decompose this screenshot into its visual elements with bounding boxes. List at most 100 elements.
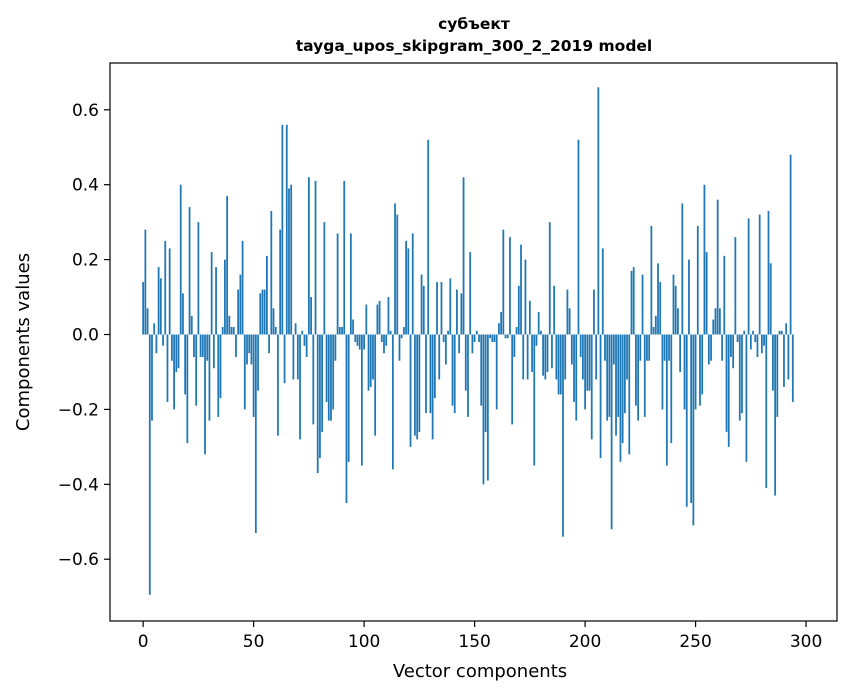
bar: [155, 334, 158, 354]
bar: [305, 334, 308, 357]
bar: [288, 188, 290, 335]
bar: [277, 334, 279, 436]
bar: [307, 177, 310, 335]
bar: [425, 334, 427, 414]
bar: [659, 282, 662, 335]
bar: [752, 330, 754, 335]
bar: [586, 334, 589, 391]
bar: [314, 180, 317, 335]
x-axis-ticks: 0 50 100 150 200 250 300: [138, 621, 822, 652]
bar: [414, 334, 416, 436]
bar: [604, 334, 606, 361]
bar: [517, 285, 520, 335]
bar: [193, 334, 195, 357]
bar: [352, 319, 354, 335]
bar: [683, 334, 686, 410]
bar: [263, 289, 266, 335]
bar: [597, 87, 600, 335]
bar: [449, 278, 452, 335]
bar: [358, 334, 361, 350]
bar: [144, 229, 147, 335]
bar: [261, 289, 264, 335]
bar: [727, 334, 730, 447]
bar: [389, 330, 392, 335]
bar: [643, 334, 646, 417]
bar: [696, 225, 699, 335]
bar: [159, 278, 162, 335]
bar: [736, 334, 739, 342]
bar: [394, 203, 396, 335]
bar: [701, 334, 704, 395]
bar: [354, 334, 357, 342]
bar: [365, 304, 368, 335]
bar: [758, 214, 761, 335]
bar: [241, 240, 244, 335]
bar: [646, 334, 648, 361]
bar: [246, 334, 248, 365]
bar: [712, 319, 715, 335]
bar: [294, 323, 297, 335]
bar: [153, 323, 156, 335]
bar: [429, 334, 432, 414]
bar: [407, 248, 410, 335]
bar: [628, 334, 631, 455]
bar: [212, 334, 215, 369]
plot-frame: [109, 62, 838, 622]
bar: [486, 334, 489, 481]
bar: [367, 334, 370, 391]
bar: [403, 327, 405, 335]
bars-group: [142, 87, 794, 595]
bar: [279, 229, 282, 335]
bar: [654, 315, 657, 335]
chart-subtitle: tayga_upos_skipgram_300_2_2019 model: [296, 37, 653, 55]
bar: [458, 334, 461, 354]
bar: [462, 177, 465, 335]
bar: [250, 334, 253, 365]
bar: [668, 334, 670, 361]
bar: [540, 330, 542, 335]
bar: [542, 334, 544, 376]
bar: [422, 285, 425, 335]
bar: [672, 274, 675, 335]
bar: [690, 334, 693, 504]
bar: [650, 225, 653, 335]
bar: [579, 334, 582, 357]
bar: [148, 334, 151, 595]
bar: [179, 184, 182, 335]
bar: [725, 334, 728, 432]
bar: [778, 330, 781, 335]
bar: [146, 308, 149, 335]
bar: [528, 300, 531, 335]
bar: [533, 334, 536, 466]
bar: [765, 334, 768, 489]
bar: [590, 334, 593, 440]
bar: [186, 334, 189, 444]
bar: [787, 334, 790, 380]
bar: [243, 334, 246, 410]
bar: [475, 330, 478, 335]
bar: [670, 334, 673, 444]
bar: [520, 244, 522, 335]
bar: [184, 334, 187, 395]
bar: [469, 252, 472, 335]
bar: [201, 334, 204, 357]
bar: [396, 214, 399, 335]
bar: [345, 334, 348, 504]
bar: [427, 139, 430, 335]
bar: [409, 334, 412, 447]
bar: [478, 334, 480, 342]
x-tick-label: 0: [138, 632, 149, 652]
bar: [511, 334, 514, 425]
bar: [343, 180, 346, 335]
bar: [312, 334, 315, 425]
bar: [190, 315, 193, 335]
bar: [630, 270, 633, 335]
bar: [577, 139, 580, 335]
bar: [215, 267, 217, 335]
bar: [559, 334, 562, 395]
bar: [210, 252, 213, 335]
bar: [566, 289, 569, 335]
bar: [612, 334, 615, 365]
bar: [557, 334, 560, 395]
bar: [188, 207, 191, 335]
